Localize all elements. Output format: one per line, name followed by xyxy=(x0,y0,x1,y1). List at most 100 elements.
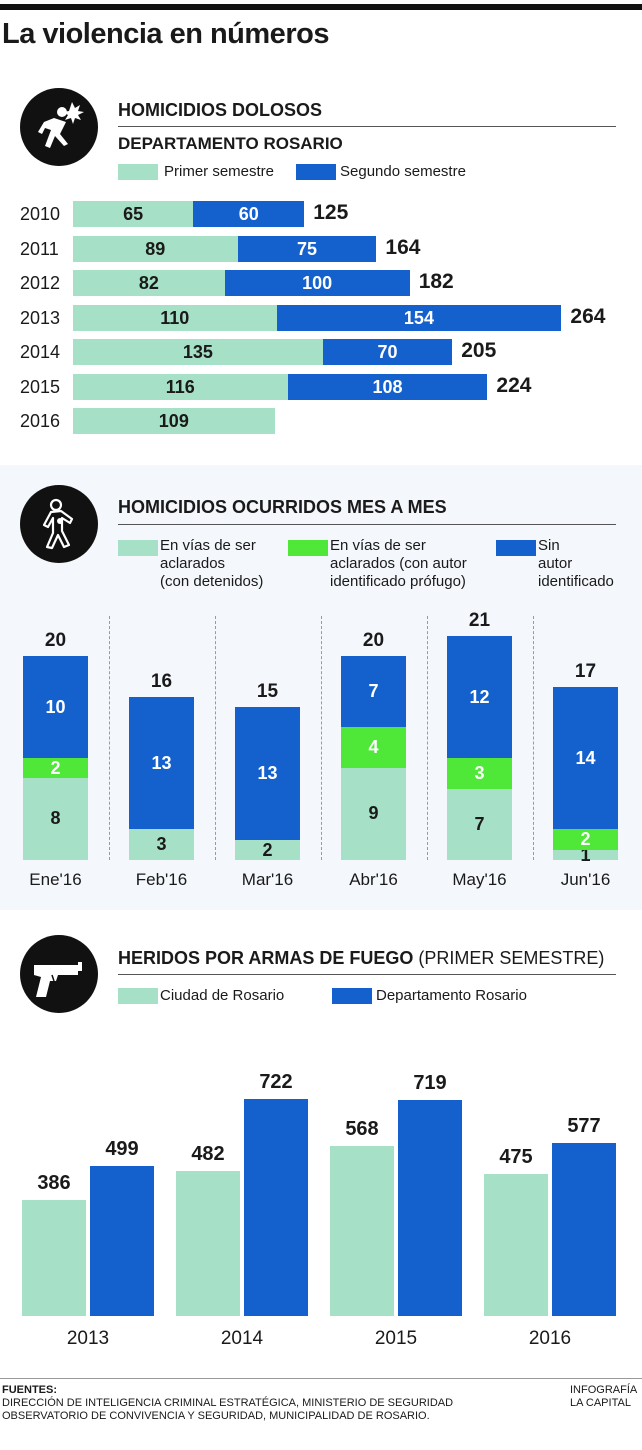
bar-ciudad xyxy=(176,1171,240,1316)
month-total: 20 xyxy=(362,630,385,651)
year-label: 2015 xyxy=(20,376,61,397)
bar-total: 125 xyxy=(313,201,349,224)
legend-label-primer: Primer semestre xyxy=(164,163,275,180)
footer-credit: INFOGRAFÍA LA CAPITAL xyxy=(570,1384,638,1409)
month-divider xyxy=(533,616,534,860)
year-label: 2014 xyxy=(220,1328,264,1349)
section1-title: HOMICIDIOS DOLOSOS xyxy=(118,100,323,120)
month-label: May'16 xyxy=(452,870,507,889)
month-label: Ene'16 xyxy=(29,870,82,889)
bar-departamento xyxy=(90,1166,154,1316)
bar-value: 499 xyxy=(105,1138,139,1161)
legend-label-detenidos: En vías de ser aclarados (con detenidos) xyxy=(160,537,264,590)
legend-swatch-detenidos xyxy=(118,540,158,556)
year-label: 2013 xyxy=(66,1328,110,1349)
legend-swatch-sin-autor xyxy=(496,540,536,556)
bar-value: 475 xyxy=(499,1145,533,1168)
bar-departamento xyxy=(552,1142,616,1316)
seg-detenidos: 7 xyxy=(447,788,512,860)
bar-total: 264 xyxy=(570,304,606,328)
seg-detenidos: 1 xyxy=(553,846,618,864)
homicidios-dolosos-chart: 2010 65 60 125 2011 89 75 164 2012 82 100 182 2013 11… xyxy=(0,200,642,460)
year-label: 2011 xyxy=(20,238,59,259)
bar-primer: 65 xyxy=(73,201,194,227)
bar-value: 568 xyxy=(345,1117,379,1140)
year-label: 2013 xyxy=(20,307,61,328)
heridos-chart: 386 499 2013 482 722 2014 568 719 2015 475 577 2016 xyxy=(0,1020,642,1360)
seg-detenidos: 3 xyxy=(129,829,194,860)
seg-profugo: 2 xyxy=(553,829,618,850)
section3-title: HERIDOS POR ARMAS DE FUEGO (PRIMER SEMES… xyxy=(118,948,605,968)
seg-detenidos: 2 xyxy=(235,839,300,860)
seg-profugo: 2 xyxy=(23,758,88,779)
seg-profugo: 3 xyxy=(447,758,512,789)
year-label: 2010 xyxy=(20,204,61,224)
bar-primer: 135 xyxy=(73,339,323,365)
legend-label-profugo: En vías de ser aclarados (con autor identi… xyxy=(330,537,467,590)
seg-detenidos: 9 xyxy=(341,768,406,860)
footer-rule xyxy=(0,1378,642,1379)
bar-total: 205 xyxy=(461,339,497,362)
chalk-outline-body-icon xyxy=(20,485,98,563)
legend-swatch-profugo xyxy=(288,540,328,556)
month-total: 17 xyxy=(574,660,597,682)
month-total: 20 xyxy=(44,630,67,651)
section1-rule xyxy=(118,126,616,127)
legend-swatch-segundo xyxy=(296,164,336,180)
year-label: 2015 xyxy=(374,1328,418,1349)
bar-total: 224 xyxy=(496,373,532,397)
month-label: Mar'16 xyxy=(241,870,294,889)
month-divider xyxy=(427,616,428,860)
bar-segundo: 108 xyxy=(287,373,488,400)
month-label: Feb'16 xyxy=(135,870,188,889)
seg-profugo: 4 xyxy=(341,727,406,769)
month-total: 16 xyxy=(150,670,173,692)
bar-total: 164 xyxy=(385,235,421,259)
legend-label-ciudad: Ciudad de Rosario xyxy=(160,987,285,1004)
bar-segundo: 75 xyxy=(237,235,377,262)
page-title: La violencia en números xyxy=(2,18,329,50)
month-total: 15 xyxy=(256,681,279,702)
seg-sin-autor: 14 xyxy=(553,686,618,830)
seg-sin-autor: 13 xyxy=(129,696,194,830)
bar-value: 386 xyxy=(37,1172,71,1195)
bar-primer: 116 xyxy=(73,373,288,400)
bar-primer: 109 xyxy=(73,408,275,434)
bar-ciudad xyxy=(484,1173,548,1316)
section1-subtitle: DEPARTAMENTO ROSARIO xyxy=(118,134,343,153)
bar-segundo: 70 xyxy=(322,339,453,365)
month-label: Jun'16 xyxy=(560,870,611,889)
legend-label-departamento: Departamento Rosario xyxy=(376,987,527,1004)
year-label: 2016 xyxy=(20,411,61,431)
legend-swatch-ciudad xyxy=(118,988,158,1004)
year-label: 2016 xyxy=(528,1328,572,1349)
section3-rule xyxy=(118,974,616,975)
pistol-icon xyxy=(20,935,98,1013)
bar-total: 182 xyxy=(418,270,454,293)
bar-segundo: 154 xyxy=(276,304,562,331)
bar-departamento xyxy=(244,1099,308,1316)
section2-rule xyxy=(118,524,616,525)
section2-title: HOMICIDIOS OCURRIDOS MES A MES xyxy=(118,497,447,517)
falling-person-icon xyxy=(20,88,98,166)
seg-sin-autor: 12 xyxy=(447,635,512,758)
mes-a-mes-chart: 8 2 10 20 Ene'16 3 13 16 Feb'16 2 13 15 Mar'16 9 4 7 20 A… xyxy=(0,610,642,900)
seg-sin-autor: 10 xyxy=(23,656,88,758)
bar-segundo: 60 xyxy=(193,201,305,227)
bar-value: 722 xyxy=(259,1071,293,1094)
bar-primer: 89 xyxy=(73,235,238,262)
bar-value: 482 xyxy=(191,1143,225,1166)
bar-departamento xyxy=(398,1100,462,1316)
legend-swatch-departamento xyxy=(332,988,372,1004)
footer-sources: DIRECCIÓN DE INTELIGENCIA CRIMINAL ESTRA… xyxy=(2,1397,454,1422)
bar-value: 577 xyxy=(567,1114,601,1137)
month-divider xyxy=(321,616,322,860)
bar-segundo: 100 xyxy=(224,270,410,296)
seg-detenidos: 8 xyxy=(23,778,88,860)
legend-swatch-primer xyxy=(118,164,158,180)
month-divider xyxy=(109,616,110,860)
year-label: 2014 xyxy=(20,342,61,362)
legend-label-sin-autor: Sin autor identificado xyxy=(538,537,614,590)
bar-primer: 110 xyxy=(73,304,277,331)
bar-ciudad xyxy=(22,1200,86,1316)
